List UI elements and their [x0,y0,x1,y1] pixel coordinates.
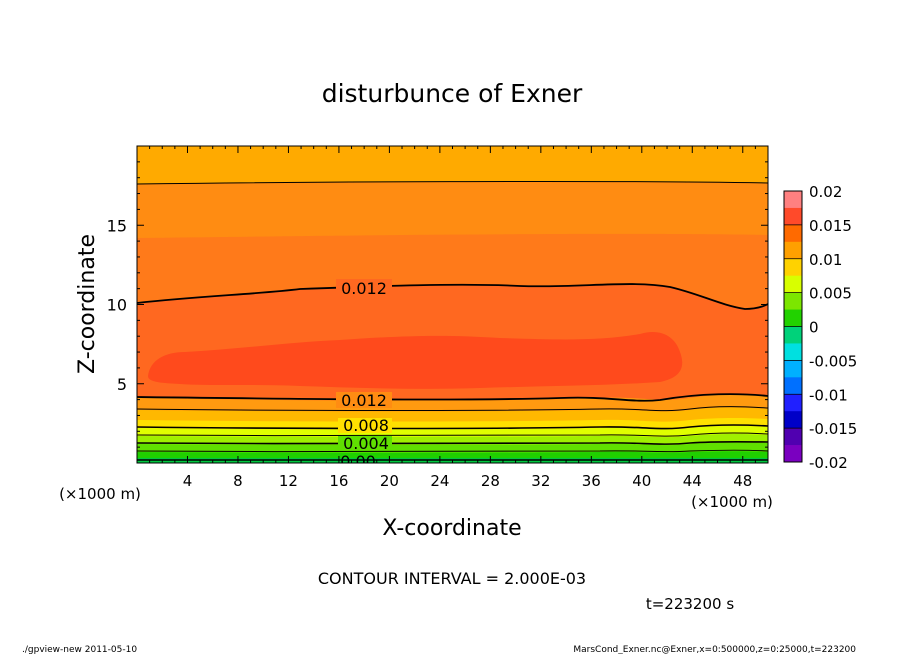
x-unit-right: (×1000 m) [691,493,773,511]
x-tick-label: 8 [233,472,243,490]
colorbar-segment [784,292,802,311]
x-axis: 4 8 12 16 20 24 28 32 36 40 44 48 [136,146,769,490]
x-tick-label: 16 [329,472,348,490]
x-tick-label: 48 [733,472,752,490]
contour-line-top [137,180,768,185]
colorbar-segment [784,360,802,378]
y-axis-label: Z-coordinate [75,234,100,374]
colorbar-segment [784,394,802,412]
colorbar-tick-label: -0.02 [809,454,848,472]
contour-label-0.012-upper: 0.012 [341,279,387,298]
x-tick-label: 32 [531,472,550,490]
contour-line-0.008 [137,424,768,430]
colorbar-segment [784,275,802,294]
x-tick-label: 36 [582,472,601,490]
band-core [148,332,683,389]
x-tick-label: 24 [430,472,449,490]
contour-label-0.008: 0.008 [343,416,389,435]
x-tick-label: 40 [632,472,651,490]
contour-line-0.010 [137,406,768,412]
y-tick-label: 10 [107,296,127,315]
contour-label-0.004: 0.004 [343,434,389,453]
colorbar-tick-label: 0.01 [809,251,842,269]
contour-line-0.012-lower [137,393,768,402]
x-tick-label: 4 [183,472,193,490]
y-axis: 5 10 15 [107,145,768,464]
colorbar-tick-label: -0.01 [809,386,848,404]
colorbar-tick-label: -0.015 [809,420,857,438]
x-axis-label: X-coordinate [382,516,521,541]
plot-area: 0.012 0.012 0.008 0.004 0.00 [137,146,768,471]
colorbar-segment [784,207,802,226]
colorbar-segment [784,191,802,209]
contour-label-0.00: 0.00 [340,452,376,471]
colorbar-segment [784,309,802,327]
colorbar-segment [784,241,802,260]
colorbar: 0.02 0.015 0.01 0.005 0 -0.005 -0.01 -0.015 -0.0… [783,183,857,472]
contour-lines [137,180,768,461]
colorbar-segment [784,326,802,344]
y-tick-label: 15 [107,216,127,235]
time-text: t=223200 s [646,595,734,613]
contour-label-0.012-lower: 0.012 [341,391,387,410]
x-tick-label: 44 [683,472,702,490]
colorbar-tick-label: -0.005 [809,352,857,370]
y-tick-label: 5 [117,375,127,394]
contour-line-0.004 [137,440,768,445]
colorbar-segment [784,428,802,446]
colorbar-tick-label: 0 [809,319,819,337]
chart-title: disturbunce of Exner [322,79,583,108]
contour-interval-text: CONTOUR INTERVAL = 2.000E-03 [318,569,586,588]
footer-right: MarsCond_Exner.nc@Exner,x=0:500000,z=0:2… [573,645,856,654]
colorbar-segment [784,258,802,277]
colorbar-segment [784,445,802,463]
x-unit-left: (×1000 m) [59,485,141,503]
colorbar-segment [784,411,802,429]
x-tick-label: 28 [481,472,500,490]
x-tick-label: 12 [279,472,298,490]
colorbar-tick-label: 0.02 [809,183,842,201]
x-tick-label: 20 [380,472,399,490]
colorbar-tick-label: 0.005 [809,285,852,303]
colorbar-segment [784,343,802,361]
footer-left: ./gpview-new 2011-05-10 [22,645,137,654]
colorbar-tick-label: 0.015 [809,217,852,235]
contour-line-0.002 [137,449,768,453]
contour-line-0.006 [137,432,768,437]
contour-line-0.012-upper [137,283,768,310]
colorbar-segment [784,377,802,395]
contour-labels: 0.012 0.012 0.008 0.004 0.00 [336,279,392,471]
colorbar-segment [784,224,802,243]
